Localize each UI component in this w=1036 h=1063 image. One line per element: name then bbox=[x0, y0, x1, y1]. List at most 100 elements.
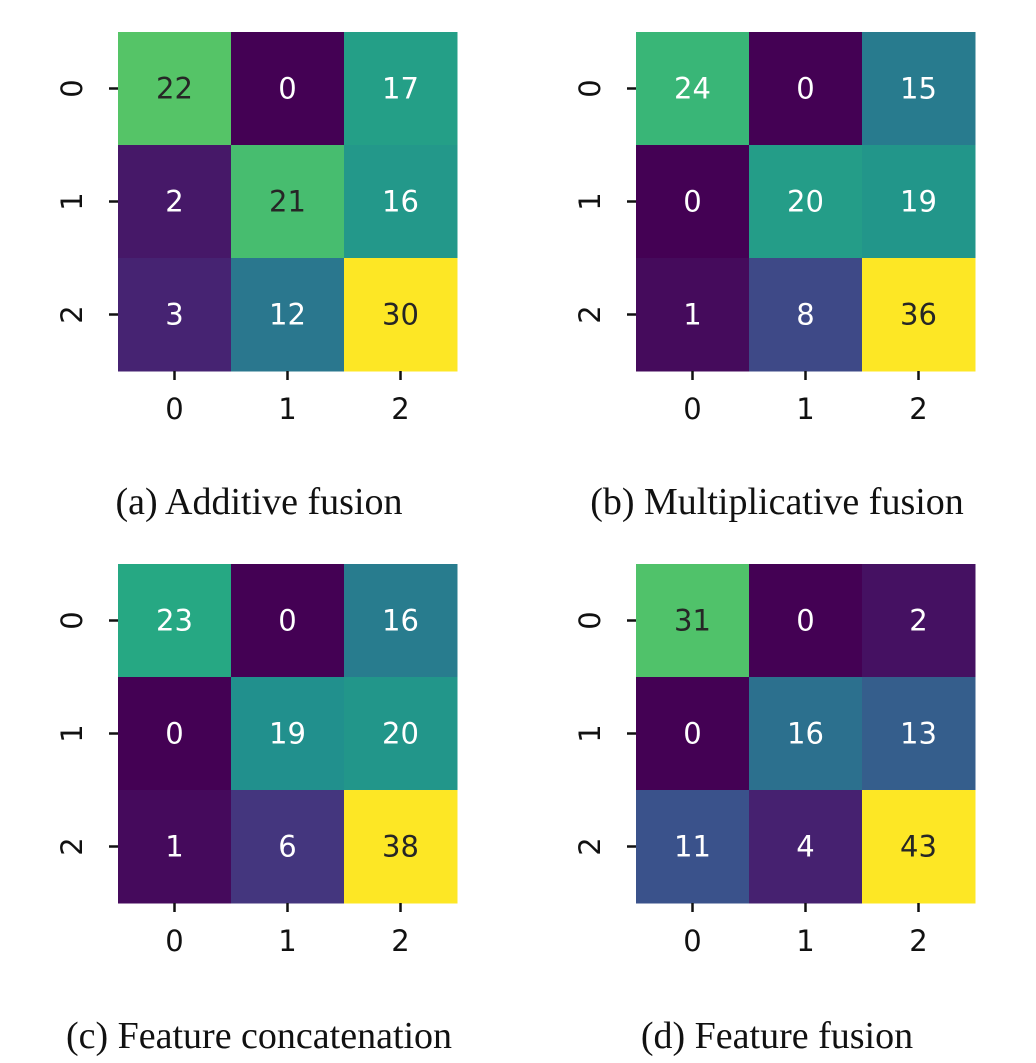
heatmap-cell-r2-c1 bbox=[231, 258, 345, 372]
caption-additive-fusion: (a) Additive fusion bbox=[115, 481, 403, 523]
cell-value-r1-c2: 13 bbox=[900, 717, 937, 751]
cell-value-r0-c0: 31 bbox=[674, 604, 711, 638]
cell-value-r0-c2: 16 bbox=[382, 604, 419, 638]
heatmap-cell-r1-c1 bbox=[231, 677, 345, 791]
heatmap-cell-r1-c0 bbox=[118, 145, 232, 259]
cell-value-r0-c2: 17 bbox=[382, 72, 419, 106]
y-tick-label-0: 0 bbox=[55, 79, 89, 97]
y-tick-label-1: 1 bbox=[573, 724, 607, 742]
x-tick-label-2: 2 bbox=[909, 392, 927, 426]
caption-feature-concatenation: (c) Feature concatenation bbox=[65, 1015, 453, 1057]
heatmap-cell-r2-c0 bbox=[636, 790, 750, 904]
heatmap-cell-r1-c1 bbox=[749, 145, 863, 259]
heatmap-cell-r1-c2 bbox=[344, 145, 458, 259]
x-tick-label-1: 1 bbox=[796, 392, 814, 426]
y-tick-label-1: 1 bbox=[55, 192, 89, 210]
cell-value-r2-c1: 8 bbox=[796, 298, 814, 332]
x-tick-label-0: 0 bbox=[165, 392, 183, 426]
cell-value-r0-c1: 0 bbox=[278, 72, 296, 106]
heatmap-cell-r0-c1 bbox=[231, 32, 345, 146]
cell-value-r2-c0: 11 bbox=[674, 830, 711, 864]
cell-value-r0-c0: 24 bbox=[674, 72, 711, 106]
cell-value-r2-c1: 12 bbox=[269, 298, 306, 332]
cell-value-r2-c1: 6 bbox=[278, 830, 296, 864]
y-tick-label-0: 0 bbox=[573, 79, 607, 97]
heatmap-cell-r0-c1 bbox=[749, 32, 863, 146]
cell-value-r1-c1: 20 bbox=[787, 185, 824, 219]
x-tick-label-2: 2 bbox=[909, 924, 927, 958]
cell-value-r2-c2: 38 bbox=[382, 830, 419, 864]
x-tick-label-0: 0 bbox=[683, 392, 701, 426]
cell-value-r1-c1: 16 bbox=[787, 717, 824, 751]
x-tick-label-1: 1 bbox=[278, 924, 296, 958]
y-tick-label-1: 1 bbox=[573, 192, 607, 210]
cell-value-r0-c2: 15 bbox=[900, 72, 937, 106]
heatmap-feature-fusion: 31 0 2 0 16 13 11 4 43 0 1 2 0 1 2 bbox=[573, 564, 976, 958]
heatmap-cell-r2-c0 bbox=[636, 258, 750, 372]
heatmap-cell-r0-c2 bbox=[862, 32, 976, 146]
caption-feature-fusion: (d) Feature fusion bbox=[640, 1015, 914, 1057]
cell-value-r1-c0: 0 bbox=[683, 185, 701, 219]
cell-value-r0-c0: 22 bbox=[156, 72, 193, 106]
cell-value-r1-c2: 19 bbox=[900, 185, 937, 219]
heatmap-cell-r2-c2 bbox=[344, 258, 458, 372]
heatmap-cell-r1-c1 bbox=[749, 677, 863, 791]
cell-value-r2-c2: 36 bbox=[900, 298, 937, 332]
heatmap-cell-r2-c0 bbox=[118, 790, 232, 904]
x-tick-label-2: 2 bbox=[391, 924, 409, 958]
heatmap-cell-r1-c0 bbox=[636, 145, 750, 259]
heatmap-cell-r2-c2 bbox=[344, 790, 458, 904]
cell-value-r1-c1: 19 bbox=[269, 717, 306, 751]
heatmap-cell-r0-c0 bbox=[118, 32, 232, 146]
heatmap-cell-r2-c2 bbox=[862, 790, 976, 904]
caption-multiplicative-fusion: (b) Multiplicative fusion bbox=[590, 481, 964, 523]
heatmap-cell-r1-c2 bbox=[862, 677, 976, 791]
x-tick-label-1: 1 bbox=[796, 924, 814, 958]
heatmap-cell-r2-c1 bbox=[231, 790, 345, 904]
heatmap-cell-r2-c0 bbox=[118, 258, 232, 372]
cell-value-r1-c0: 0 bbox=[165, 717, 183, 751]
heatmap-cell-r0-c2 bbox=[862, 564, 976, 678]
cell-value-r2-c0: 3 bbox=[165, 298, 183, 332]
cell-value-r0-c1: 0 bbox=[278, 604, 296, 638]
heatmap-cell-r2-c1 bbox=[749, 790, 863, 904]
heatmap-cell-r2-c2 bbox=[862, 258, 976, 372]
y-tick-label-0: 0 bbox=[573, 611, 607, 629]
panel-additive-fusion: 22 0 17 2 21 16 3 12 30 0 1 2 0 1 2 (a) Additive fusio… bbox=[0, 0, 518, 531]
heatmap-cell-r0-c0 bbox=[118, 564, 232, 678]
y-tick-label-2: 2 bbox=[573, 837, 607, 855]
cell-value-r0-c2: 2 bbox=[909, 604, 927, 638]
cell-value-r2-c0: 1 bbox=[683, 298, 701, 332]
cell-value-r1-c0: 2 bbox=[165, 185, 183, 219]
cell-value-r0-c0: 23 bbox=[156, 604, 193, 638]
heatmap-cell-r0-c1 bbox=[231, 564, 345, 678]
cell-value-r1-c2: 20 bbox=[382, 717, 419, 751]
x-tick-label-2: 2 bbox=[391, 392, 409, 426]
y-tick-label-2: 2 bbox=[573, 305, 607, 323]
panel-feature-fusion: 31 0 2 0 16 13 11 4 43 0 1 2 0 1 2 (d) Feature fusion bbox=[518, 532, 1036, 1063]
x-tick-label-0: 0 bbox=[165, 924, 183, 958]
cell-value-r0-c1: 0 bbox=[796, 72, 814, 106]
y-tick-label-1: 1 bbox=[55, 724, 89, 742]
heatmap-cell-r0-c0 bbox=[636, 564, 750, 678]
heatmap-cell-r0-c0 bbox=[636, 32, 750, 146]
heatmap-cell-r1-c0 bbox=[636, 677, 750, 791]
cell-value-r1-c1: 21 bbox=[269, 185, 306, 219]
y-tick-label-2: 2 bbox=[55, 305, 89, 323]
heatmap-cell-r1-c1 bbox=[231, 145, 345, 259]
cell-value-r2-c2: 30 bbox=[382, 298, 419, 332]
panel-feature-concatenation: 23 0 16 0 19 20 1 6 38 0 1 2 0 1 2 (c) Feature concate… bbox=[0, 532, 518, 1063]
cell-value-r2-c1: 4 bbox=[796, 830, 814, 864]
heatmap-cell-r1-c2 bbox=[862, 145, 976, 259]
heatmap-cell-r1-c2 bbox=[344, 677, 458, 791]
heatmap-cell-r1-c0 bbox=[118, 677, 232, 791]
cell-value-r2-c2: 43 bbox=[900, 830, 937, 864]
cell-value-r2-c0: 1 bbox=[165, 830, 183, 864]
cell-value-r1-c2: 16 bbox=[382, 185, 419, 219]
panel-multiplicative-fusion: 24 0 15 0 20 19 1 8 36 0 1 2 0 1 2 (b) Multiplicative … bbox=[518, 0, 1036, 531]
cell-value-r0-c1: 0 bbox=[796, 604, 814, 638]
heatmap-cell-r2-c1 bbox=[749, 258, 863, 372]
